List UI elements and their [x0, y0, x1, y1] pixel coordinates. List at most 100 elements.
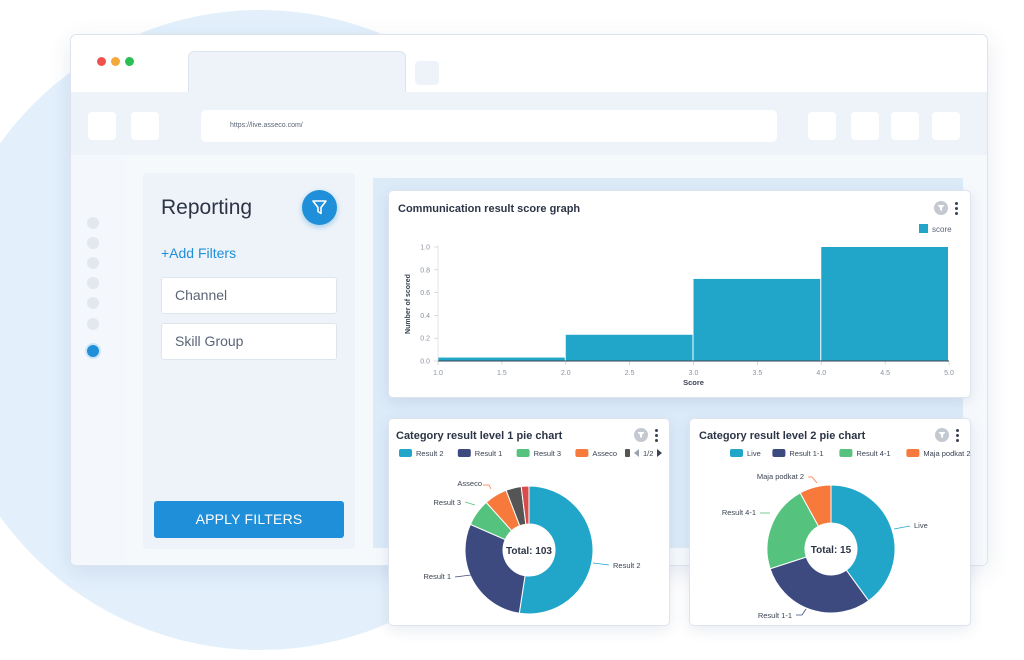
pie-slice-1 [830, 484, 896, 602]
legend-label: Result 3 [534, 449, 562, 458]
minimize-window-dot[interactable] [111, 57, 120, 66]
x-tick-label: 2.5 [625, 370, 635, 377]
funnel-icon [312, 200, 327, 215]
nav-rail-item-reporting-icon[interactable] [85, 343, 101, 359]
legend-next-icon [657, 449, 662, 457]
histogram-bar-3 [693, 278, 821, 361]
channel-field[interactable]: Channel [161, 277, 337, 314]
apply-filters-button[interactable]: APPLY FILTERS [154, 501, 344, 538]
legend-swatch [839, 449, 853, 457]
pie-label-leader [796, 608, 807, 616]
back-button[interactable] [88, 112, 116, 140]
toolbar-action-2[interactable] [851, 112, 879, 140]
new-tab-button[interactable] [415, 61, 439, 85]
pie-total-label: Total: 103 [506, 546, 552, 557]
x-tick-label: 5.0 [944, 370, 954, 377]
pie-level1-card: Category result level 1 pie chart Result… [388, 418, 670, 626]
maximize-window-dot[interactable] [125, 57, 134, 66]
pie-level2-title: Category result level 2 pie chart [699, 430, 866, 442]
legend-label-score: score [932, 225, 952, 234]
address-bar[interactable]: https://live.asseco.com/ [201, 110, 777, 142]
x-tick-label: 2.0 [561, 370, 571, 377]
legend-label: Result 2 [416, 449, 444, 458]
pie-slice-label: Result 4-1 [722, 508, 756, 517]
pie-label-leader [483, 484, 492, 490]
pie-slice-label: Result 2 [613, 561, 641, 570]
toolbar-action-1[interactable] [808, 112, 836, 140]
skill-group-field[interactable]: Skill Group [161, 323, 337, 360]
card-menu-icon[interactable] [955, 202, 959, 217]
pie-slice-2 [464, 523, 526, 614]
pie-label-leader [454, 574, 472, 578]
nav-rail-item-1[interactable] [87, 217, 99, 229]
legend-prev-icon [634, 449, 639, 457]
x-tick-label: 4.0 [816, 370, 826, 377]
pie-level2-card: Category result level 2 pie chart Live Re… [689, 418, 971, 626]
card-filter-icon[interactable] [935, 428, 949, 442]
legend-label: Result 1 [475, 449, 503, 458]
histogram-bar-4 [821, 247, 948, 361]
pie-slice-label: Result 1-1 [758, 611, 792, 620]
pie-label-leader [893, 525, 911, 530]
browser-toolbar: https://live.asseco.com/ [71, 92, 987, 155]
pie-slice-label: Maja podkat 2 [757, 472, 804, 481]
nav-rail-item-5[interactable] [87, 297, 99, 309]
pie-slice-label: Live [914, 521, 928, 530]
pie-slice-1 [518, 485, 594, 615]
card-filter-icon[interactable] [934, 201, 948, 215]
pie-label-leader [808, 476, 818, 484]
y-axis-label: Number of scored [405, 274, 412, 334]
nav-rail-item-6[interactable] [87, 318, 99, 330]
pie-slice-2 [769, 556, 870, 614]
x-tick-label: 1.0 [433, 370, 443, 377]
score-graph-title: Communication result score graph [398, 203, 581, 215]
score-histogram: score 0.0 0.2 0.4 0.6 0.8 1.0 1.0 1.5 2.0 2.5 3.0 3.… [405, 224, 954, 387]
pie-slice-4 [799, 484, 832, 527]
legend-label: Result 4-1 [856, 449, 890, 458]
filter-button[interactable] [302, 190, 337, 225]
pie-label-leader [464, 501, 476, 506]
x-axis-label: Score [683, 378, 704, 387]
y-tick-label: 0.2 [420, 336, 430, 343]
card-filter-icon[interactable] [634, 428, 648, 442]
nav-rail-item-4[interactable] [87, 277, 99, 289]
close-window-dot[interactable] [97, 57, 106, 66]
legend-swatch-score [919, 224, 928, 233]
card-menu-icon[interactable] [655, 429, 659, 444]
legend-label: Result 1-1 [789, 449, 823, 458]
nav-rail-item-3[interactable] [87, 257, 99, 269]
x-tick-label: 1.5 [497, 370, 507, 377]
nav-rail-item-2[interactable] [87, 237, 99, 249]
histogram-bar-2 [565, 334, 693, 361]
legend-label: Maja podkat 2 [923, 449, 970, 458]
legend-swatch [772, 449, 786, 457]
browser-tab-active[interactable] [188, 51, 406, 93]
pie-total-label: Total: 15 [811, 545, 852, 556]
pie-label-leader [592, 562, 610, 566]
legend-swatch [575, 449, 589, 457]
y-tick-label: 0.6 [420, 290, 430, 297]
toolbar-action-4[interactable] [932, 112, 960, 140]
reporting-filter-panel: Reporting +Add Filters Channel Skill Gro… [143, 173, 355, 549]
x-tick-label: 4.5 [880, 370, 890, 377]
toolbar-action-3[interactable] [891, 112, 919, 140]
legend-swatch [399, 449, 412, 457]
legend-swatch [516, 449, 530, 457]
x-tick-label: 3.0 [689, 370, 699, 377]
pie-level1-title: Category result level 1 pie chart [396, 430, 563, 442]
add-filters-link[interactable]: +Add Filters [161, 245, 237, 261]
title-bar [71, 35, 987, 93]
legend-swatch [457, 449, 471, 457]
page-title: Reporting [161, 196, 253, 219]
legend-page-indicator: 1/2 [643, 449, 653, 458]
left-nav-rail [71, 155, 125, 565]
legend-swatch [730, 449, 743, 457]
y-tick-label: 0.0 [420, 359, 430, 366]
card-menu-icon[interactable] [956, 429, 960, 444]
pie-slice-label: Asseco [457, 479, 482, 488]
pie-slice-6 [520, 485, 530, 525]
forward-button[interactable] [131, 112, 159, 140]
legend-label: Asseco [592, 449, 617, 458]
pie-slice-3 [766, 492, 820, 570]
